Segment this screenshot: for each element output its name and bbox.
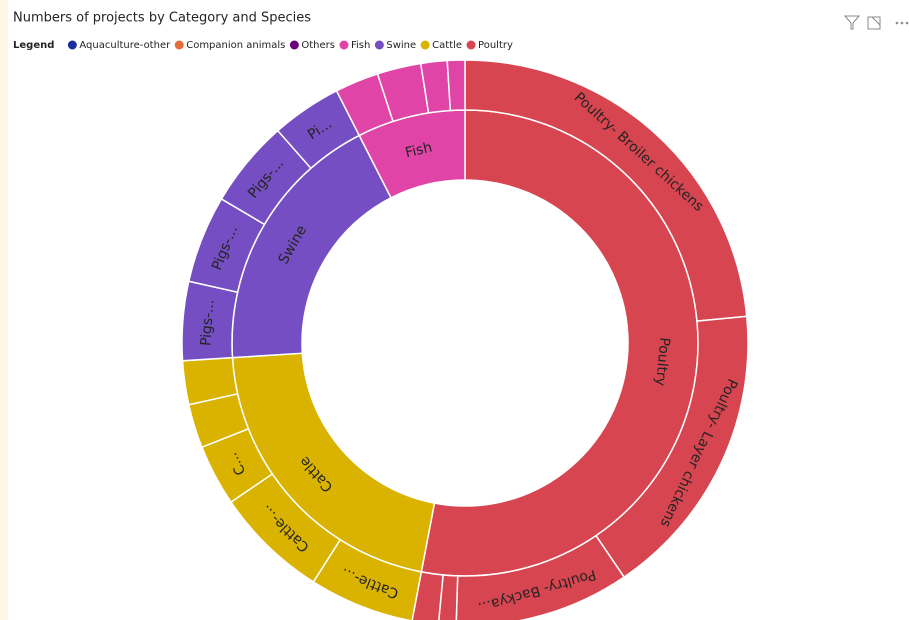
more-icon	[900, 21, 904, 25]
more-icon	[905, 21, 909, 25]
legend-marker	[289, 40, 299, 50]
chart-title: Numbers of projects by Category and Spec…	[13, 11, 311, 26]
legend-marker	[174, 40, 184, 50]
legend-label: Poultry	[478, 40, 513, 51]
legend-title: Legend	[13, 40, 54, 51]
legend-marker	[67, 40, 77, 50]
slice-label: Fish	[404, 140, 434, 162]
legend-marker	[339, 40, 349, 50]
focus-icon[interactable]	[867, 16, 881, 30]
slice-label: Poultry	[652, 337, 673, 387]
legend-marker	[466, 40, 476, 50]
legend-label: Aquaculture-other	[79, 40, 171, 51]
toolbar	[843, 15, 909, 30]
legend-label: Swine	[386, 40, 416, 51]
legend-label: Companion animals	[186, 40, 285, 51]
legend-label: Cattle	[432, 40, 462, 51]
legend-marker	[420, 40, 430, 50]
slice-label: Pigs-...	[198, 299, 218, 347]
more-icon[interactable]	[895, 21, 899, 25]
legend-label: Fish	[351, 40, 370, 51]
legend-label: Others	[301, 40, 335, 51]
filter-icon[interactable]	[843, 15, 861, 30]
outer-slice	[446, 59, 466, 112]
legend-marker	[374, 40, 384, 50]
